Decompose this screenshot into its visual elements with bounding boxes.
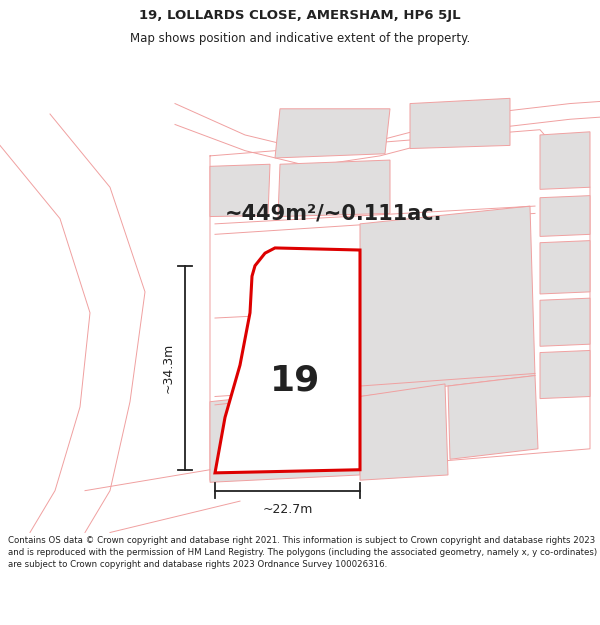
Polygon shape bbox=[540, 196, 590, 236]
Polygon shape bbox=[275, 109, 390, 158]
Text: ~449m²/~0.111ac.: ~449m²/~0.111ac. bbox=[225, 203, 443, 223]
Polygon shape bbox=[540, 241, 590, 294]
Polygon shape bbox=[540, 298, 590, 346]
Polygon shape bbox=[278, 160, 390, 216]
Text: 19, LOLLARDS CLOSE, AMERSHAM, HP6 5JL: 19, LOLLARDS CLOSE, AMERSHAM, HP6 5JL bbox=[139, 9, 461, 22]
Polygon shape bbox=[540, 132, 590, 189]
Text: ~22.7m: ~22.7m bbox=[262, 503, 313, 516]
Polygon shape bbox=[448, 376, 538, 459]
Polygon shape bbox=[410, 98, 510, 149]
Text: Map shows position and indicative extent of the property.: Map shows position and indicative extent… bbox=[130, 32, 470, 45]
Polygon shape bbox=[210, 164, 270, 216]
Polygon shape bbox=[540, 351, 590, 399]
Polygon shape bbox=[210, 386, 360, 482]
Polygon shape bbox=[360, 384, 448, 480]
Text: ~34.3m: ~34.3m bbox=[162, 342, 175, 393]
Polygon shape bbox=[215, 248, 360, 473]
Polygon shape bbox=[360, 206, 535, 396]
Text: Contains OS data © Crown copyright and database right 2021. This information is : Contains OS data © Crown copyright and d… bbox=[8, 536, 597, 569]
Text: 19: 19 bbox=[270, 364, 320, 398]
